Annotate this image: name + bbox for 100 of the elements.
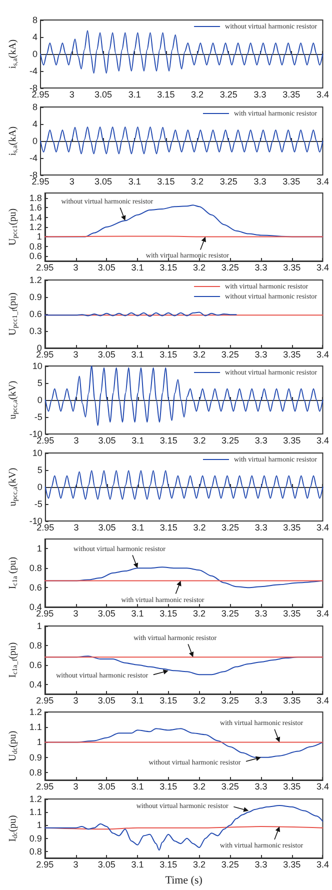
x-tick-label: 3 [73,262,78,272]
x-tick-label: 3.05 [94,90,112,100]
y-tick-label: 1.2 [29,707,42,717]
x-tick-label: 3.25 [221,782,239,792]
x-tick-label: 3.15 [160,262,178,272]
x-tick-label: 3.15 [160,436,178,446]
y-tick-label: 8 [32,15,38,25]
x-tick-label: 3.2 [193,349,206,359]
x-tick-label: 3.2 [193,436,206,446]
x-tick-label: 3.35 [283,782,301,792]
x-tick-label: 3.05 [98,608,116,618]
x-tick-label: 3.1 [132,436,144,446]
y-tick-label: 1.8 [29,192,42,203]
y-tick-label: 0.9 [29,292,42,302]
x-tick-label: 3.2 [191,176,204,186]
x-tick-label: 3.2 [193,608,206,618]
x-tick-label: 3.4 [316,608,329,618]
y-tick-label: 0.9 [29,752,42,762]
x-tick-label: 3.2 [191,90,204,100]
x-tick-label: 3.25 [221,608,239,618]
x-tick-label: 3.35 [283,522,301,532]
y-tick-label: 0.8 [29,846,42,856]
line-series [44,470,324,500]
x-tick-label: 3.25 [221,695,239,705]
x-tick-label: 3.35 [283,262,301,272]
y-tick-label: 1.1 [29,806,42,817]
x-tick-label: 3.05 [98,436,116,446]
y-tick-label: 5 [37,464,42,474]
x-tick-label: 3.4 [316,90,329,100]
y-tick-label: 1.2 [29,794,42,804]
x-tick-label: 3.35 [283,695,301,705]
x-tick-label: 3.35 [283,349,301,359]
y-tick-label: 1.1 [29,722,42,732]
y-tick-label: 1 [36,820,42,830]
line-series [40,126,324,154]
x-tick-label: 3 [73,782,78,792]
x-tick-label: 3.15 [160,349,178,359]
x-tick-label: 3.15 [160,782,178,792]
x-tick-label: 3.25 [220,176,238,186]
x-tick-label: 3.2 [193,695,206,705]
y-tick-label: 0.8 [29,640,42,650]
x-tick-label: 3.3 [254,436,268,446]
x-tick-label: 3.2 [193,522,206,532]
x-tick-label: 3.15 [157,90,175,100]
y-tick-label: 1.2 [29,274,42,284]
x-tick-label: 3.3 [254,782,268,792]
y-tick-label: 10 [32,361,42,371]
line-series [40,30,324,74]
x-tick-label: 3.05 [98,695,116,705]
line-series [44,366,324,426]
y-tick-label: 0.6 [29,251,42,262]
x-tick-label: 3.3 [254,176,266,186]
x-axis-title: Time (s) [165,874,203,886]
x-tick-label: 3 [73,349,78,359]
y-tick-label: -5 [34,412,42,422]
x-tick-label: 3.25 [221,262,239,272]
x-tick-label: 3.4 [316,349,329,359]
x-tick-label: 3.4 [316,695,329,705]
y-tick-label: -4 [29,152,38,162]
y-tick-label: 1 [36,737,42,748]
x-tick-label: 3 [73,859,78,869]
x-tick-label: 3.05 [98,262,116,272]
y-tick-label: 0.4 [29,678,42,689]
x-tick-label: 3.35 [282,90,300,100]
x-tick-label: 3.4 [316,176,329,186]
x-tick-label: 3.05 [98,522,116,532]
x-tick-label: 3.15 [160,522,178,532]
x-tick-label: 3.15 [160,695,178,705]
x-tick-label: 3.05 [98,782,116,792]
x-tick-label: 3 [69,176,74,186]
x-tick-label: 3.3 [254,859,268,869]
y-tick-label: 1.6 [29,202,42,213]
x-tick-label: 3.05 [98,349,116,359]
x-tick-label: 3.15 [160,608,178,618]
x-tick-label: 3.4 [316,522,329,532]
y-tick-label: 4 [32,32,38,42]
x-tick-label: 3.4 [316,436,329,446]
y-tick-label: -8 [29,170,38,180]
y-tick-label: 0.9 [29,832,42,843]
y-tick-label: 0.8 [29,563,42,574]
x-tick-label: 3.25 [222,436,240,446]
y-tick-label: -4 [29,66,38,76]
y-tick-label: 4 [32,118,38,128]
x-tick-label: 3.2 [193,859,206,869]
x-tick-label: 3.1 [131,262,144,272]
x-tick-label: 3.25 [221,859,239,869]
x-tick-label: 3.4 [316,782,329,792]
y-tick-label: 8 [32,102,38,112]
x-tick-label: 3.3 [254,608,268,618]
x-tick-label: 3.3 [254,262,268,272]
x-tick-label: 2.95 [36,782,54,792]
x-tick-label: 3.2 [193,262,206,272]
x-tick-label: 3.1 [131,349,144,359]
x-tick-label: 3 [73,695,78,705]
y-tick-label: 5 [37,378,42,388]
y-tick-label: 1 [36,620,42,630]
x-tick-label: 3.1 [131,695,144,705]
y-tick-label: 0 [36,342,42,352]
y-tick-label: 10 [32,448,42,458]
y-tick-label: 0.3 [29,326,42,336]
